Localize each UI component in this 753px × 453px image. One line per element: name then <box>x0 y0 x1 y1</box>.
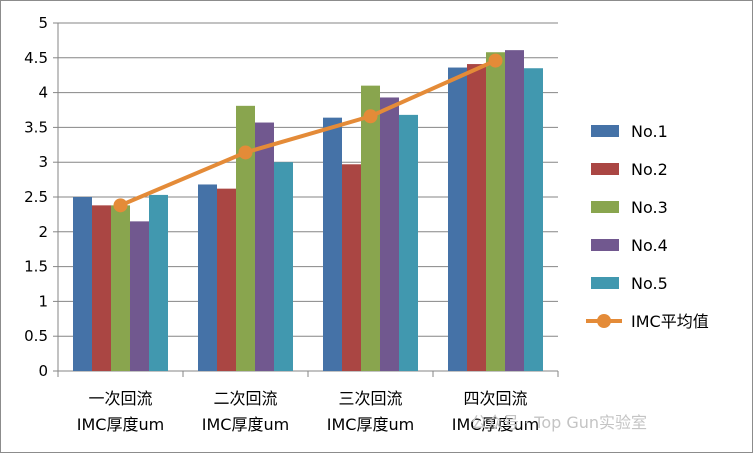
y-tick-label: 4.5 <box>24 49 48 67</box>
bar-no1-4 <box>448 67 467 371</box>
average-point-3 <box>363 109 378 124</box>
y-tick-label: 3.5 <box>24 118 48 136</box>
y-tick-label: 5 <box>38 14 48 32</box>
bar-no5-3 <box>399 114 418 371</box>
bar-no5-4 <box>524 68 543 372</box>
bar-series <box>73 50 543 372</box>
y-tick-label: 0.5 <box>24 327 48 345</box>
bar-no5-1 <box>149 194 168 371</box>
y-tick-label: 3 <box>38 153 48 171</box>
bar-no1-1 <box>73 197 92 371</box>
bar-no2-2 <box>217 188 236 371</box>
watermark-text: 公众号 · Top Gun实验室 <box>471 413 647 432</box>
x-category-label: IMC厚度um <box>202 415 289 434</box>
bar-no3-1 <box>111 205 130 371</box>
x-axis-categories: 一次回流 IMC厚度um 二次回流 IMC厚度um 三次回流 IMC厚度um 四次回流 IMC… <box>77 389 539 434</box>
legend-swatch <box>591 201 619 213</box>
bar-no3-3 <box>361 85 380 371</box>
legend-swatch <box>591 163 619 175</box>
average-point-1 <box>113 198 128 213</box>
bar-no2-3 <box>342 164 361 371</box>
x-category-label: IMC厚度um <box>77 415 164 434</box>
legend-label: No.1 <box>631 122 668 141</box>
legend-swatch <box>591 277 619 289</box>
y-tick-label: 1.5 <box>24 258 48 276</box>
bar-no3-4 <box>486 52 505 372</box>
y-tick-label: 4 <box>38 84 48 102</box>
x-category-label: IMC厚度um <box>327 415 414 434</box>
legend-swatch <box>591 239 619 251</box>
y-tick-label: 2 <box>38 223 48 241</box>
bar-no1-2 <box>198 184 217 371</box>
average-line-series <box>113 53 503 213</box>
bar-no4-1 <box>130 221 149 371</box>
y-tick-label: 2.5 <box>24 188 48 206</box>
y-axis-ticks: 0 0.5 1 1.5 2 2.5 3 3.5 4 4.5 5 <box>24 14 58 380</box>
legend-label: IMC平均值 <box>631 312 709 331</box>
y-tick-label: 0 <box>38 362 48 380</box>
average-point-2 <box>238 145 253 160</box>
average-line <box>119 58 497 208</box>
legend: No.1 No.2 No.3 No.4 No.5 IMC平均值 <box>586 122 709 331</box>
legend-label: No.5 <box>631 274 668 293</box>
legend-swatch <box>591 125 619 137</box>
bar-no5-2 <box>274 162 293 371</box>
bar-no2-1 <box>92 205 111 371</box>
bar-no1-3 <box>323 117 342 371</box>
legend-label: No.3 <box>631 198 668 217</box>
legend-marker <box>597 314 611 328</box>
x-category-label: IMC厚度um <box>452 415 539 434</box>
legend-label: No.4 <box>631 236 668 255</box>
bar-no4-2 <box>255 122 274 371</box>
bar-no3-2 <box>236 105 255 371</box>
x-category-label: 三次回流 <box>338 389 402 408</box>
legend-label: No.2 <box>631 160 668 179</box>
bar-no4-3 <box>380 97 399 372</box>
bar-no4-4 <box>505 50 524 371</box>
average-point-4 <box>488 53 503 68</box>
x-category-label: 四次回流 <box>463 389 527 408</box>
bar-no2-4 <box>467 64 486 372</box>
x-category-label: 一次回流 <box>88 389 152 408</box>
x-category-label: 二次回流 <box>213 389 277 408</box>
y-tick-label: 1 <box>38 292 48 310</box>
